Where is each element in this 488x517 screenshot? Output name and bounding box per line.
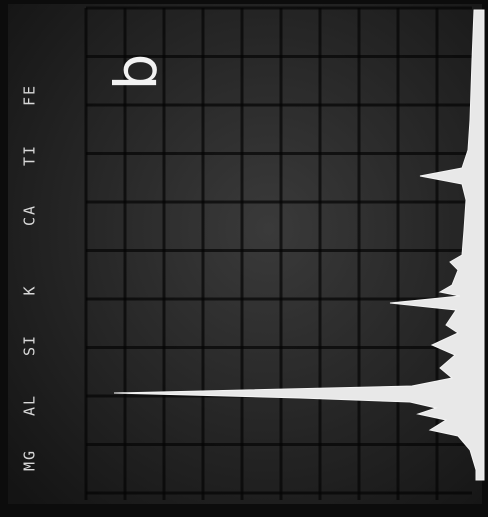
element-label: CA — [21, 204, 39, 226]
element-label: TI — [21, 144, 39, 166]
element-labels: MG AL SI K CA TI FE — [21, 84, 39, 471]
element-label: K — [21, 284, 39, 295]
element-label: MG — [21, 449, 39, 471]
screen-face — [8, 4, 482, 504]
spectrum-trace — [113, 9, 485, 481]
panel-label: b — [102, 54, 170, 91]
element-label: FE — [21, 84, 39, 106]
element-label: AL — [21, 394, 39, 416]
element-label: SI — [21, 334, 39, 356]
